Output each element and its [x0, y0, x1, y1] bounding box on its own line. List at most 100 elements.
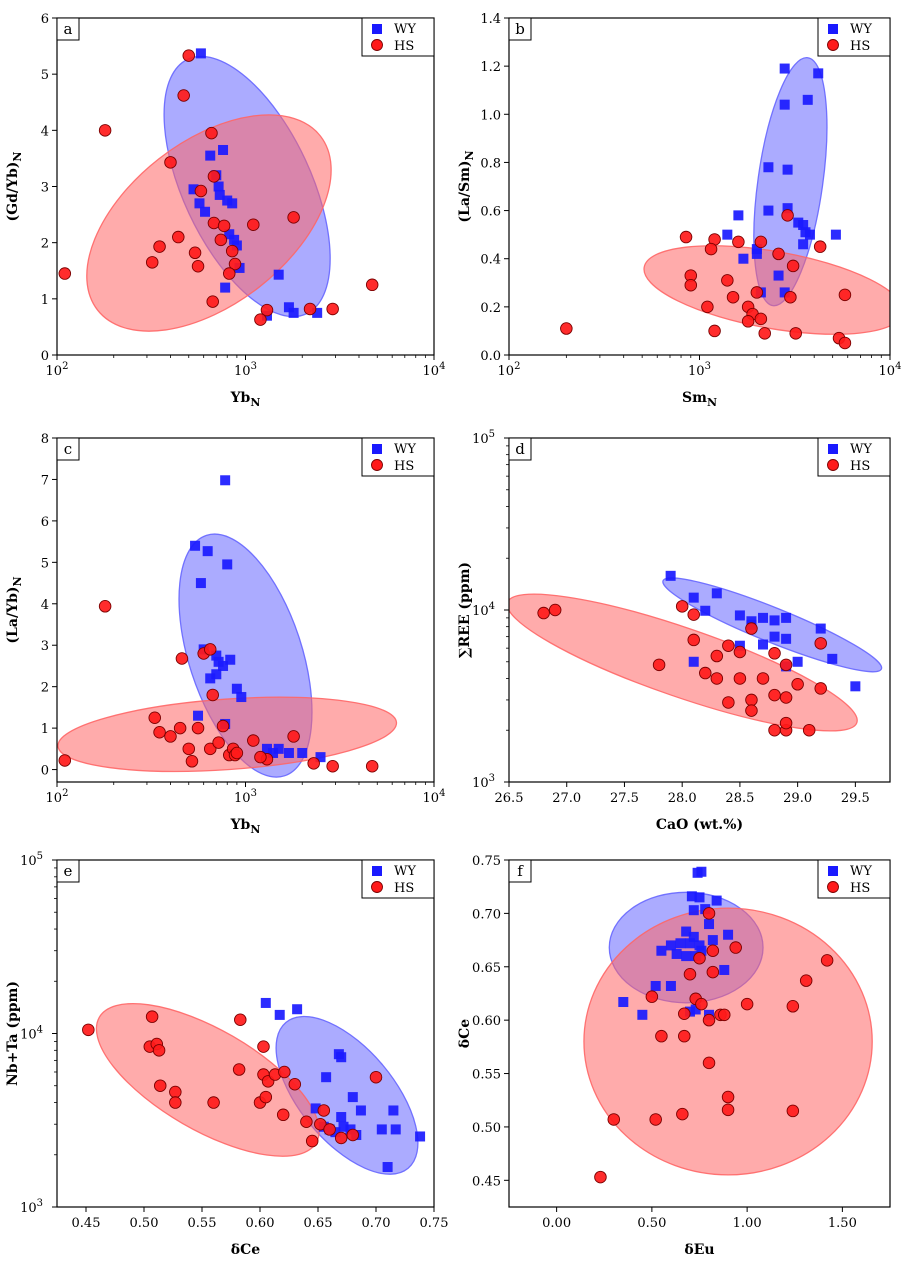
- hs-point: [217, 219, 231, 233]
- y-tick-label: 0.45: [472, 1174, 501, 1189]
- legend-wy-label: WY: [394, 864, 416, 879]
- hs-point: [772, 247, 785, 261]
- wy-point: [202, 546, 213, 557]
- wy-point: [723, 929, 734, 940]
- hs-point: [655, 1029, 668, 1043]
- hs-point: [207, 1096, 220, 1109]
- hs-point: [188, 246, 202, 260]
- hs-point: [786, 1000, 800, 1013]
- wy-point: [336, 1052, 347, 1063]
- hs-point: [784, 290, 797, 304]
- x-tick-label: 0.45: [72, 1216, 101, 1231]
- wy-point: [782, 164, 793, 175]
- hs-point: [756, 672, 770, 685]
- hs-point: [702, 907, 716, 920]
- panel-letter-box: [56, 859, 80, 883]
- wy-point: [390, 1124, 401, 1135]
- y-tick-label: 0: [41, 764, 49, 779]
- wy-point: [283, 302, 294, 313]
- hs-point: [594, 1170, 607, 1184]
- ellipse-layer: [57, 533, 398, 778]
- legend-hs-label: HS: [394, 459, 414, 474]
- hs-point: [718, 1008, 731, 1022]
- hs-point: [768, 723, 781, 737]
- wy-point: [236, 692, 247, 703]
- panel-letter: c: [64, 440, 72, 458]
- x-tick-label: 0.50: [637, 1216, 666, 1231]
- wy-point: [684, 938, 695, 949]
- wy-point: [688, 656, 699, 667]
- wy-point: [694, 940, 705, 951]
- x-tick-label: 102: [46, 361, 69, 379]
- wy-point: [194, 198, 205, 209]
- wy-point: [734, 610, 745, 621]
- wy-point: [355, 1105, 366, 1116]
- y-tick-label: 0.6: [480, 205, 501, 220]
- wy-point: [292, 1004, 303, 1015]
- hs-point: [814, 682, 827, 695]
- hs-point: [148, 711, 161, 725]
- legend-wy-marker: [828, 444, 838, 454]
- x-axis-title: YbN: [230, 390, 261, 409]
- wy-point: [205, 673, 216, 684]
- wy-point: [681, 926, 692, 937]
- hs-point: [300, 1115, 313, 1128]
- x-tick-label: 0.60: [246, 1216, 275, 1231]
- legend-wy-label: WY: [850, 442, 872, 457]
- hs-point: [259, 1090, 273, 1104]
- hs-point: [733, 645, 747, 659]
- wy-point: [769, 615, 780, 626]
- hs-point: [721, 1103, 735, 1117]
- wy-point: [773, 270, 784, 281]
- hs-series: [537, 600, 827, 737]
- hs-point: [750, 286, 764, 299]
- wy-point: [637, 1009, 648, 1020]
- legend-hs-label: HS: [850, 459, 870, 474]
- x-tick-label: 102: [46, 788, 69, 806]
- wy-point: [782, 203, 793, 214]
- wy-point: [347, 1092, 358, 1103]
- hs-point: [230, 746, 244, 760]
- hs-point: [191, 721, 205, 735]
- hs-point: [721, 1090, 735, 1104]
- wy-point: [190, 540, 201, 551]
- y-tick-label: 6: [41, 515, 49, 530]
- wy-point: [719, 964, 730, 975]
- y-tick-label: 0.65: [472, 961, 501, 976]
- x-tick-label: 104: [423, 361, 446, 379]
- x-tick-label: 103: [234, 788, 257, 806]
- legend-wy-label: WY: [850, 22, 872, 37]
- wy-point: [222, 559, 233, 570]
- hs-point: [781, 209, 794, 222]
- wy-point: [211, 669, 222, 680]
- wy-point: [779, 99, 790, 110]
- hs-point: [684, 278, 698, 292]
- hs-point: [145, 256, 159, 269]
- wy-point: [261, 743, 272, 754]
- hs-series: [58, 600, 379, 773]
- hs-point: [745, 693, 758, 707]
- x-tick-label: 0.75: [420, 1216, 449, 1231]
- wy-point: [850, 681, 861, 692]
- hs-point: [365, 278, 379, 292]
- hs-point: [278, 1065, 291, 1079]
- panel-letter: d: [515, 440, 525, 458]
- y-tick-label: 6: [41, 12, 49, 27]
- hs-point: [768, 688, 781, 702]
- legend-wy-marker: [828, 866, 838, 876]
- y-tick-label: 0.4: [480, 253, 501, 268]
- panel-letter-box: [56, 437, 80, 461]
- legend-wy-marker: [372, 24, 382, 34]
- x-tick-label: 29.0: [783, 791, 812, 806]
- wy-point: [813, 68, 824, 79]
- wy-point: [338, 1121, 349, 1132]
- wy-point: [815, 623, 826, 634]
- hs-point: [153, 240, 166, 253]
- hs-point: [548, 603, 562, 617]
- y-tick-label: 8: [41, 432, 49, 447]
- y-tick-label: 103: [20, 1198, 43, 1216]
- hs-point: [754, 312, 768, 326]
- wy-point: [310, 1103, 321, 1114]
- wy-point: [830, 229, 841, 240]
- wy-point: [330, 1127, 341, 1138]
